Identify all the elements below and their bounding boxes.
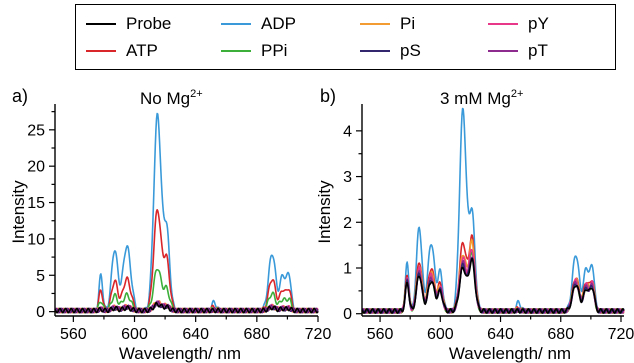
legend-item-ppi: PPi [221,40,287,62]
series-line-probe [54,301,319,314]
legend-item-adp: ADP [221,13,296,35]
x-tick-label: 680 [243,326,270,343]
legend-label: ATP [126,41,158,60]
legend: Probe ADP Pi pY ATP PPi pS pT [75,4,616,70]
x-tick-label: 640 [487,326,514,343]
series-line-probe [361,257,625,314]
series-line-py [361,248,625,314]
legend-item-pt: pT [488,40,548,62]
panel-title: 3 mM Mg2+ [440,88,523,108]
panel-letter: b) [320,86,336,106]
x-tick-label: 560 [60,326,87,343]
x-tick-label: 720 [305,326,332,343]
y-tick-label: 3 [343,169,352,186]
legend-label: Probe [126,14,172,33]
legend-swatch [488,23,518,25]
y-tick-label: 1 [343,261,352,278]
x-tick-label: 640 [182,326,209,343]
y-tick-label: 0 [343,306,352,323]
panel-title: No Mg2+ [140,88,203,108]
series-line-adp [54,112,319,314]
series-line-ppi [361,251,625,314]
legend-swatch [360,23,390,25]
legend-label: pY [528,14,549,33]
legend-swatch [86,23,116,25]
y-axis-label: Intensity [9,180,28,244]
chart-panel-a: 560 600 640 680 720 0 5 10 15 20 25 Wavelength/ nm I… [9,86,331,363]
legend-label: Pi [400,14,416,33]
panel-letter: a) [12,86,28,106]
legend-label: PPi [261,41,288,60]
chart-panel-b: 560 600 640 680 720 0 1 2 3 4 Wavelength/ nm Intens… [315,86,634,363]
y-tick-label: 4 [343,123,352,140]
series-line-atp [54,208,319,314]
x-tick-label: 600 [121,326,148,343]
legend-item-atp: ATP [86,40,158,62]
x-tick-label: 720 [608,326,634,343]
legend-swatch [488,50,518,52]
legend-item-ps: pS [360,40,421,62]
y-tick-label: 0 [36,304,45,321]
legend-swatch [360,50,390,52]
y-axis-label: Intensity [315,180,334,244]
y-tick-label: 25 [27,122,45,139]
y-tick-label: 5 [36,268,45,285]
legend-label: pS [400,41,421,60]
legend-label: pT [528,41,548,60]
legend-swatch [221,23,251,25]
x-axis-label: Wavelength/ nm [119,344,241,363]
legend-item-pi: Pi [360,13,415,35]
legend-label: ADP [261,14,296,33]
series-line-adp [361,107,625,314]
x-tick-label: 600 [427,326,454,343]
y-tick-label: 20 [27,159,45,176]
y-tick-label: 15 [27,195,45,212]
x-axis-label: Wavelength/ nm [449,344,571,363]
legend-item-py: pY [488,13,549,35]
y-tick-label: 10 [27,231,45,248]
y-tick-label: 2 [343,215,352,232]
legend-item-probe: Probe [86,13,171,35]
legend-swatch [221,50,251,52]
x-tick-label: 680 [547,326,574,343]
legend-swatch [86,50,116,52]
x-tick-label: 560 [367,326,394,343]
